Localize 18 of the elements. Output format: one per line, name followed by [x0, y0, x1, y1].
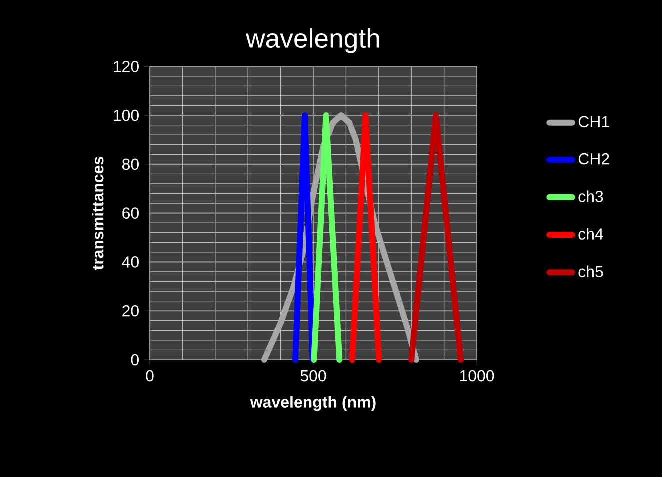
y-tick-label: 80 [122, 158, 139, 170]
legend-label: ch4 [578, 228, 604, 240]
legend-label: ch3 [578, 190, 604, 202]
y-axis-title: transmittances [92, 157, 104, 270]
x-tick-label: 1000 [460, 370, 494, 382]
y-tick-label: 0 [131, 354, 139, 366]
legend-label: CH1 [578, 116, 610, 128]
y-tick-label: 20 [122, 305, 139, 317]
x-tick-label: 0 [146, 370, 154, 382]
y-tick-label: 100 [114, 110, 139, 122]
y-tick-label: 40 [122, 256, 139, 268]
x-axis-title: wavelength (nm) [250, 396, 376, 412]
legend-label: ch5 [578, 266, 604, 278]
x-tick-label: 500 [300, 370, 326, 382]
y-tick-label: 120 [114, 60, 139, 72]
y-tick-label: 60 [122, 208, 139, 219]
legend-label: CH2 [578, 153, 610, 165]
chart-title: wavelength [246, 28, 380, 54]
